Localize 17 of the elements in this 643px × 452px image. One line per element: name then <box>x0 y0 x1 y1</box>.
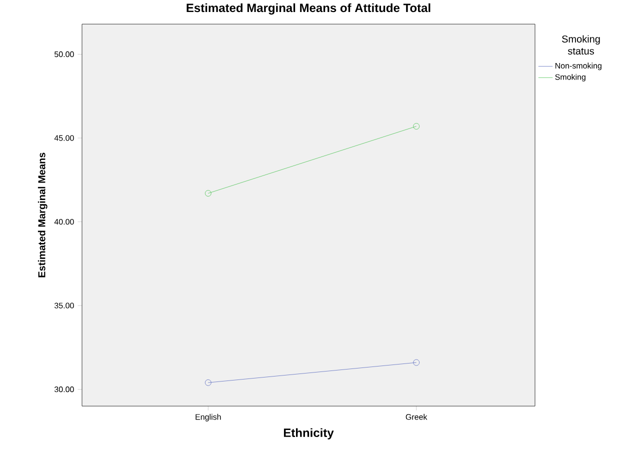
x-axis-title: Ethnicity <box>284 428 334 440</box>
point <box>413 123 420 130</box>
chart-title: Estimated Marginal Means of Attitude Total <box>186 3 430 15</box>
legend-label: Smoking <box>555 74 586 82</box>
x-tick-label: English <box>196 414 221 422</box>
legend-title: Smoking status <box>562 35 600 55</box>
y-tick-label: 30.00 <box>54 386 74 392</box>
y-axis-title: Estimated Marginal Means <box>38 152 48 278</box>
y-tick-label: 50.00 <box>54 51 74 58</box>
x-tick-label: Greek <box>406 414 428 420</box>
y-tick-label: 40.00 <box>54 218 74 225</box>
point <box>204 190 212 196</box>
legend-label: Non-smoking <box>555 62 602 70</box>
point <box>204 379 212 386</box>
y-tick-label: 35.00 <box>54 302 74 308</box>
y-tick-label: 45.00 <box>54 135 74 141</box>
point <box>413 359 420 366</box>
